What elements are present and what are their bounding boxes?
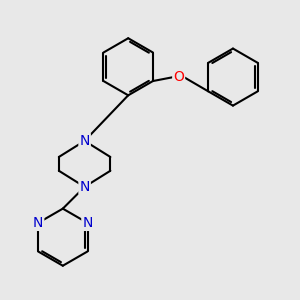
Text: N: N <box>80 180 90 194</box>
Text: N: N <box>82 216 93 230</box>
Text: N: N <box>80 134 90 148</box>
Text: N: N <box>33 216 43 230</box>
Text: O: O <box>173 70 184 84</box>
